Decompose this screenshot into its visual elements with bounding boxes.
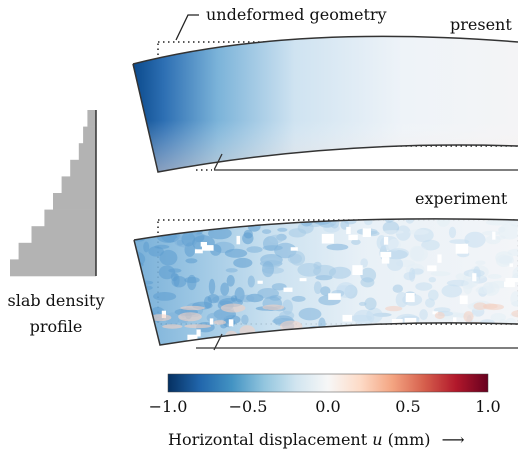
colorbar-title-suffix: (mm) [382, 430, 431, 449]
experiment-label: experiment [415, 189, 508, 208]
density-label-line1: slab density [7, 291, 105, 310]
density-label-line2: profile [29, 317, 83, 336]
density-bar [10, 259, 96, 277]
colorbar [167, 373, 489, 393]
experiment-lower-edge [196, 333, 518, 351]
density-bar [53, 193, 96, 210]
colorbar-tick-label: −1.0 [148, 397, 188, 416]
colorbar-tick-label: 0.5 [395, 397, 421, 416]
density-profile [10, 110, 97, 277]
density-bar [78, 143, 96, 161]
density-bar [61, 176, 96, 194]
undeformed-geometry-label: undeformed geometry [206, 5, 387, 24]
colorbar-title-variable: u [372, 430, 383, 449]
colorbar-tick-label: 1.0 [475, 397, 501, 416]
experiment-outline [133, 218, 518, 346]
density-bar [87, 110, 96, 127]
colorbar-tick-label: −0.5 [228, 397, 268, 416]
present-outline [132, 35, 518, 173]
present-label: present [450, 15, 512, 34]
density-bar [44, 209, 96, 227]
present-panel [132, 35, 518, 173]
experiment-panel [133, 218, 518, 351]
density-bar [83, 126, 96, 144]
colorbar-title: Horizontal displacement u (mm) ⟶ [168, 431, 465, 449]
density-bar [18, 242, 97, 260]
colorbar-title-prefix: Horizontal displacement [168, 430, 373, 449]
undeformed-leader [175, 14, 199, 41]
density-bar [70, 159, 96, 177]
colorbar-tick-label: 0.0 [315, 397, 341, 416]
present-lower-edge [196, 153, 518, 171]
density-bar [31, 226, 96, 244]
arrow-right-icon: ⟶ [441, 430, 465, 449]
